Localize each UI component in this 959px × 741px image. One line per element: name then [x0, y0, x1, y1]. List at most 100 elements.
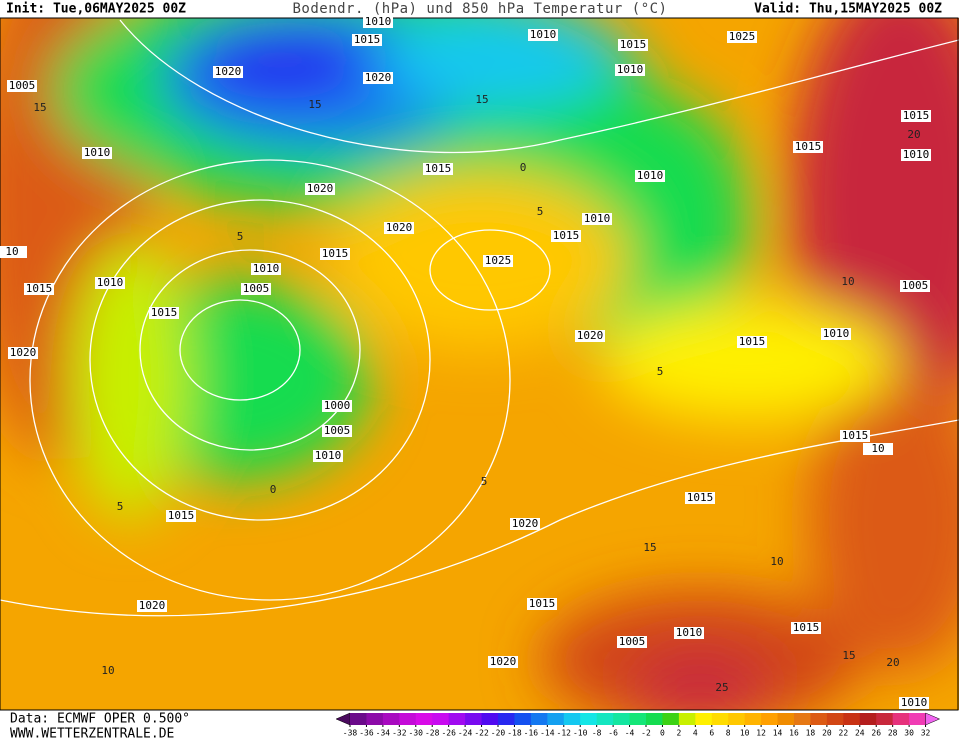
colorbar-segment: [810, 713, 828, 725]
isobar-value: 1020: [577, 329, 604, 342]
isobar-value: 1010: [823, 327, 850, 340]
isobar-label: 1010: [582, 212, 612, 225]
isobar-value: 1005: [243, 282, 270, 295]
colorbar-segment: [613, 713, 631, 725]
colorbar-tick-label: -38: [343, 729, 358, 738]
label-box: [635, 170, 665, 182]
temperature-label: 5: [537, 205, 544, 218]
isobar-value: 1005: [9, 79, 36, 92]
isobar-value: 1015: [354, 33, 381, 46]
label-box: [575, 330, 605, 342]
colorbar-segment: [481, 713, 499, 725]
colorbar-segment: [794, 713, 811, 725]
isobar-label: 1005: [7, 79, 37, 92]
colorbar-tick-label: 8: [726, 729, 731, 738]
label-box: [528, 29, 558, 41]
temperature-label: 15: [842, 649, 855, 662]
colorbar-tick-label: -30: [409, 729, 424, 738]
label-box: [149, 307, 179, 319]
temperature-label: 0: [270, 483, 277, 496]
colorbar-segment: [563, 713, 581, 725]
colorbar-tick-label: 28: [888, 729, 898, 738]
label-box: [166, 510, 196, 522]
colorbar-segment: [662, 713, 680, 725]
isobar-value: 1015: [739, 335, 766, 348]
colorbar-tick-label: 26: [871, 729, 881, 738]
temperature-label: 5: [481, 475, 488, 488]
temperature-label: 25: [715, 681, 728, 694]
label-box: [899, 697, 929, 709]
colorbar-arrow-low: [335, 712, 351, 726]
label-box: [615, 64, 645, 76]
isobar-label: 1015: [352, 33, 382, 46]
label-box: [840, 430, 870, 442]
colorbar-segment: [909, 713, 927, 725]
isobar-label: 10: [863, 442, 893, 455]
label-box: [0, 246, 27, 258]
colorbar-segment: [777, 713, 795, 725]
isobar-label: 1020: [8, 346, 38, 359]
isobar-value: 10: [871, 442, 884, 455]
isobar-label: 1015: [527, 597, 557, 610]
colorbar-tick-label: -12: [557, 729, 572, 738]
colorbar-tick-label: 0: [660, 729, 665, 738]
isobar-label: 1010: [82, 146, 112, 159]
isobar-value: 1005: [324, 424, 351, 437]
isobar-value: 1010: [637, 169, 664, 182]
isobar-value: 1010: [903, 148, 930, 161]
colorbar-segment: [547, 713, 565, 725]
isobar-label: 1015: [793, 140, 823, 153]
isobar-value: 1020: [365, 71, 392, 84]
temperature-label: 10: [841, 275, 854, 288]
colorbar-segment: [596, 713, 614, 725]
colorbar-tick-label: -18: [507, 729, 522, 738]
isobar-value: 1010: [530, 28, 557, 41]
isobar-label: 1015: [149, 306, 179, 319]
label-box: [551, 230, 581, 242]
isobar-label: 1010: [635, 169, 665, 182]
label-box: [363, 16, 393, 28]
colorbar-segment: [399, 713, 417, 725]
colorbar-arrow-high: [925, 712, 941, 726]
colorbar-tick-label: 24: [855, 729, 865, 738]
isobar-label: 1015: [840, 429, 870, 442]
colorbar-segment: [876, 713, 894, 725]
isobar-label: 1015: [618, 38, 648, 51]
isobar-label: 1025: [727, 30, 757, 43]
isobar-value: 1015: [687, 491, 714, 504]
colorbar-segment: [711, 713, 729, 725]
isobar-label: 1010: [251, 262, 281, 275]
isobars: [0, 19, 959, 617]
isobar-value: 1000: [324, 399, 351, 412]
label-box: [352, 34, 382, 46]
isobar-value: 1005: [902, 279, 929, 292]
isobar-value: 1010: [901, 696, 928, 709]
label-box: [793, 141, 823, 153]
isobar-label: 1015: [551, 229, 581, 242]
isobar-label: 1020: [488, 655, 518, 668]
isobar-value: 1015: [322, 247, 349, 260]
isobar-label: 1020: [510, 517, 540, 530]
isobar-value: 1020: [10, 346, 37, 359]
temperature-label: 15: [33, 101, 46, 114]
isobar-label: 1005: [900, 279, 930, 292]
temperature-label: 5: [237, 230, 244, 243]
isobar-label: 1010: [363, 15, 393, 28]
isobar-label: 1010: [674, 626, 704, 639]
colorbar-tick-label: 2: [676, 729, 681, 738]
isobar-value: 1020: [139, 599, 166, 612]
colorbar-segment: [843, 713, 861, 725]
colorbar-segment: [695, 713, 713, 725]
label-box: [674, 627, 704, 639]
temperature-label: 5: [117, 500, 124, 513]
colorbar: -38 -36 -34 -32 -30 -28 -26 -24 -22 -20 -18 -16 -14-…: [335, 712, 941, 738]
colorbar-tick-label: 22: [839, 729, 849, 738]
isobar-label: 1015: [685, 491, 715, 504]
isobar-label: 1010: [899, 696, 929, 709]
map-title: Bodendr. (hPa) und 850 hPa Temperatur (°…: [292, 1, 667, 17]
temperature-label: 20: [907, 128, 920, 141]
colorbar-tick-label: 16: [789, 729, 799, 738]
colorbar-tick-label: -34: [376, 729, 391, 738]
